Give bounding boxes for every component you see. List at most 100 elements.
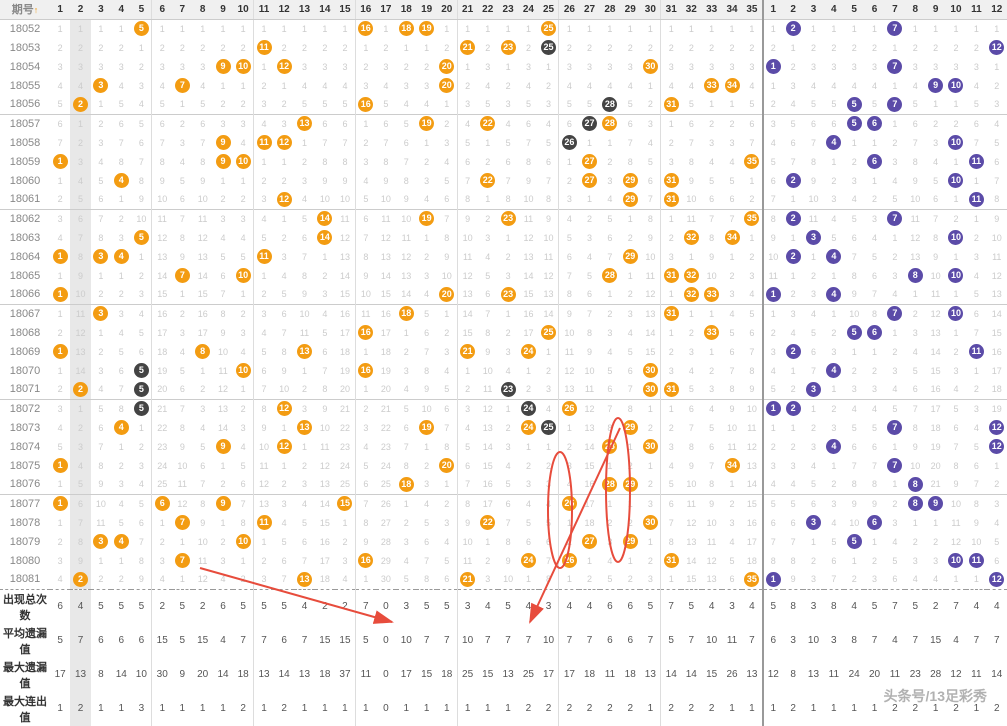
ball-front: 1 xyxy=(53,458,68,473)
back-cell: 2 xyxy=(803,418,823,437)
stat-front-cell: 2 xyxy=(600,692,620,726)
front-cell: 11 xyxy=(254,456,274,475)
back-cell: 10 xyxy=(763,247,783,266)
front-cell: 4 xyxy=(111,323,131,342)
front-cell: 12 xyxy=(70,323,90,342)
front-cell: 1 xyxy=(274,209,294,228)
header-period[interactable]: 期号↑ xyxy=(0,0,50,19)
front-cell: 1 xyxy=(478,19,498,38)
front-cell: 5 xyxy=(559,95,579,114)
front-cell: 11 xyxy=(172,475,192,494)
front-cell: 2 xyxy=(172,304,192,323)
front-cell: 19 xyxy=(416,114,436,133)
front-cell: 13 xyxy=(702,570,722,589)
back-cell: 9 xyxy=(844,285,864,304)
ball-front: 9 xyxy=(216,154,231,169)
front-cell: 4 xyxy=(559,475,579,494)
front-cell: 5 xyxy=(274,285,294,304)
ball-front: 29 xyxy=(623,477,638,492)
front-cell: 5 xyxy=(294,209,314,228)
back-cell: 1 xyxy=(946,247,966,266)
front-cell: 1 xyxy=(518,19,538,38)
front-cell: 8 xyxy=(457,190,477,209)
front-cell: 9 xyxy=(294,285,314,304)
front-cell: 5 xyxy=(213,247,233,266)
ball-front: 35 xyxy=(744,572,759,587)
back-cell: 10 xyxy=(946,133,966,152)
front-cell: 7 xyxy=(172,209,192,228)
front-cell: 1 xyxy=(111,437,131,456)
front-cell: 6 xyxy=(539,532,559,551)
front-cell: 1 xyxy=(111,266,131,285)
front-cell: 27 xyxy=(579,114,599,133)
front-cell: 2 xyxy=(478,551,498,570)
ball-front: 9 xyxy=(216,496,231,511)
front-cell: 11 xyxy=(539,247,559,266)
front-cell: 10 xyxy=(315,418,335,437)
front-cell: 6 xyxy=(600,380,620,399)
front-cell: 1 xyxy=(518,361,538,380)
header-front-14: 14 xyxy=(315,0,335,19)
back-cell: 5 xyxy=(824,532,844,551)
front-cell: 9 xyxy=(478,342,498,361)
front-cell: 5 xyxy=(661,475,681,494)
stat-front-cell: 1 xyxy=(111,692,131,726)
stat-front-cell: 2 xyxy=(579,692,599,726)
front-cell: 1 xyxy=(702,19,722,38)
front-cell: 2 xyxy=(91,38,111,57)
front-cell: 2 xyxy=(50,38,70,57)
front-cell: 2 xyxy=(600,38,620,57)
back-cell: 2 xyxy=(763,323,783,342)
front-cell: 16 xyxy=(742,513,762,532)
front-cell: 19 xyxy=(335,361,355,380)
back-cell: 6 xyxy=(763,171,783,190)
back-cell: 9 xyxy=(966,513,986,532)
front-cell: 8 xyxy=(620,152,640,171)
back-cell: 8 xyxy=(905,266,925,285)
front-cell: 16 xyxy=(193,304,213,323)
ball-front: 27 xyxy=(582,534,597,549)
back-cell: 6 xyxy=(824,551,844,570)
front-cell: 6 xyxy=(91,190,111,209)
front-cell: 3 xyxy=(559,456,579,475)
front-cell: 8 xyxy=(91,456,111,475)
front-cell: 9 xyxy=(274,361,294,380)
front-cell: 5 xyxy=(457,133,477,152)
front-cell: 4 xyxy=(233,437,253,456)
stat-front-cell: 6 xyxy=(620,589,640,624)
front-cell: 4 xyxy=(213,228,233,247)
back-cell: 12 xyxy=(925,304,945,323)
stat-front-cell: 4 xyxy=(294,589,314,624)
front-cell: 3 xyxy=(111,475,131,494)
front-cell: 11 xyxy=(702,532,722,551)
back-cell: 6 xyxy=(864,114,884,133)
front-cell: 5 xyxy=(457,437,477,456)
front-cell: 3 xyxy=(722,57,742,76)
front-cell: 10 xyxy=(355,285,375,304)
period-cell: 18077 xyxy=(0,494,50,513)
front-cell: 2 xyxy=(193,380,213,399)
front-cell: 2 xyxy=(254,285,274,304)
front-cell: 7 xyxy=(722,209,742,228)
ball-front: 30 xyxy=(643,515,658,530)
table-row: 1807122475206212171028201204952112323131… xyxy=(0,380,1007,399)
front-cell: 5 xyxy=(131,399,151,418)
front-cell: 10 xyxy=(213,342,233,361)
front-cell: 4 xyxy=(620,76,640,95)
table-row: 1806821214517317934711517161716215821725… xyxy=(0,323,1007,342)
front-cell: 2 xyxy=(498,247,518,266)
ball-front: 19 xyxy=(419,21,434,36)
front-cell: 2 xyxy=(376,38,396,57)
front-cell: 2 xyxy=(274,475,294,494)
back-cell: 6 xyxy=(844,437,864,456)
front-cell: 1 xyxy=(457,57,477,76)
back-cell: 1 xyxy=(885,114,905,133)
front-cell: 5 xyxy=(681,380,701,399)
front-cell: 23 xyxy=(335,437,355,456)
front-cell: 10 xyxy=(233,57,253,76)
table-row: 1806519112147146101482149141331012531412… xyxy=(0,266,1007,285)
front-cell: 2 xyxy=(315,38,335,57)
back-cell: 2 xyxy=(763,38,783,57)
stat-front-cell: 0 xyxy=(376,624,396,658)
front-cell: 1 xyxy=(742,19,762,38)
